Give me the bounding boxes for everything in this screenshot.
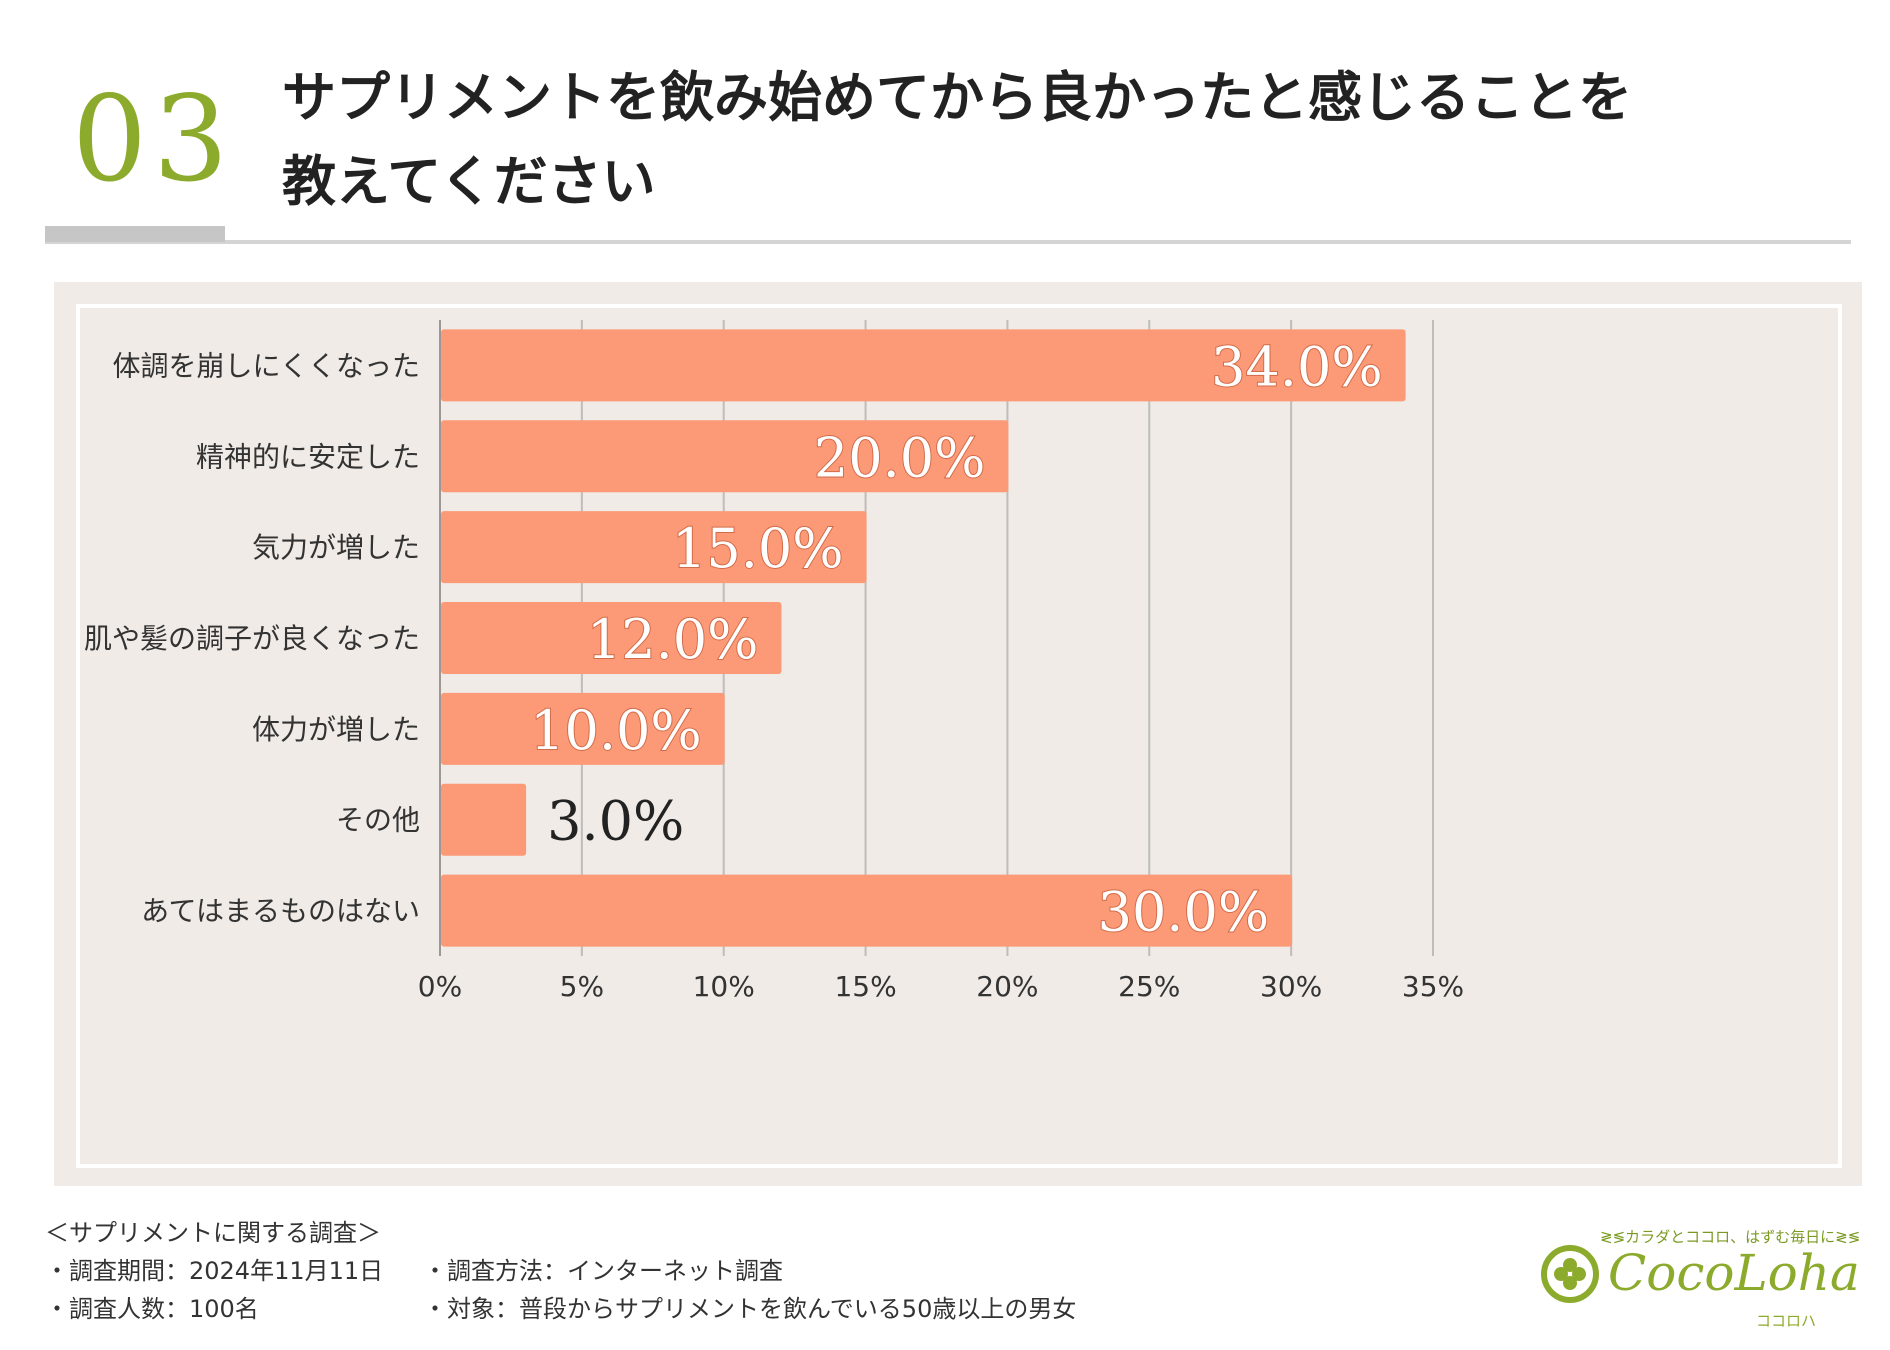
header-divider (45, 240, 1851, 244)
header-divider-accent (45, 226, 225, 242)
data-label: 34.0% (1211, 335, 1383, 398)
data-label: 30.0% (1098, 881, 1270, 944)
x-tick-label: 10% (693, 970, 755, 1003)
logo-kana: ココロハ (1756, 1312, 1817, 1330)
bar (441, 602, 782, 674)
bar (441, 329, 1406, 402)
category-label: 体力が増した (252, 713, 420, 746)
x-tick-label: 35% (1402, 970, 1464, 1003)
bar-chart: 0% 5% 10% 15% 20% 25% 30% 35% 体調を崩しにくくなった 34.0% 精神… (84, 320, 1464, 1003)
data-label: 10.0% (530, 699, 702, 762)
survey-method: ・調査方法：インターネット調査 (423, 1257, 783, 1285)
survey-count: ・調査人数：100名 (45, 1295, 259, 1323)
clover-icon (1541, 1245, 1599, 1303)
category-label: あてはまるものはない (141, 895, 420, 928)
logo-tagline: ≷≶カラダとココロ、はずむ毎日に≷≶ (1600, 1228, 1861, 1246)
bar (441, 692, 725, 765)
survey-period: ・調査期間：2024年11月11日 (45, 1257, 384, 1285)
survey-target: ・対象：普段からサプリメントを飲んでいる50歳以上の男女 (423, 1295, 1077, 1323)
category-label: 体調を崩しにくくなった (113, 349, 420, 382)
bar (441, 783, 527, 856)
x-tick-label: 30% (1260, 970, 1322, 1003)
survey-title: ＜サプリメントに関する調査＞ (45, 1219, 381, 1247)
x-tick-label: 25% (1118, 970, 1180, 1003)
bar (441, 420, 1009, 493)
data-label: 12.0% (587, 608, 759, 671)
data-label: 15.0% (672, 517, 844, 580)
bar (441, 511, 867, 584)
category-label: 肌や髪の調子が良くなった (84, 622, 420, 655)
chart-panel: 0% 5% 10% 15% 20% 25% 30% 35% 体調を崩しにくくなった 34.0% 精神… (54, 282, 1862, 1186)
category-label: 気力が増した (252, 531, 420, 564)
data-label: 20.0% (814, 426, 986, 489)
brand-logo: ≷≶カラダとココロ、はずむ毎日に≷≶ CocoLoha ココロハ (1540, 1226, 1860, 1336)
question-number: 03 (72, 70, 235, 208)
x-tick-label: 15% (834, 970, 896, 1003)
bar (441, 874, 1293, 947)
x-tick-label: 5% (560, 970, 604, 1003)
chart-frame: 0% 5% 10% 15% 20% 25% 30% 35% 体調を崩しにくくなった 34.0% 精神… (76, 304, 1842, 1168)
data-label: 3.0% (547, 790, 684, 853)
x-tick-label: 20% (976, 970, 1038, 1003)
category-label: 精神的に安定した (196, 440, 420, 473)
category-label: その他 (336, 804, 420, 837)
logo-wordmark: CocoLoha (1608, 1244, 1860, 1302)
x-tick-label: 0% (418, 970, 462, 1003)
survey-footer: ＜サプリメントに関する調査＞ ・調査期間：2024年11月11日 ・調査方法：イ… (45, 1214, 1076, 1328)
question-title: サプリメントを飲み始めてから良かったと感じることを 教えてください (282, 66, 1632, 213)
